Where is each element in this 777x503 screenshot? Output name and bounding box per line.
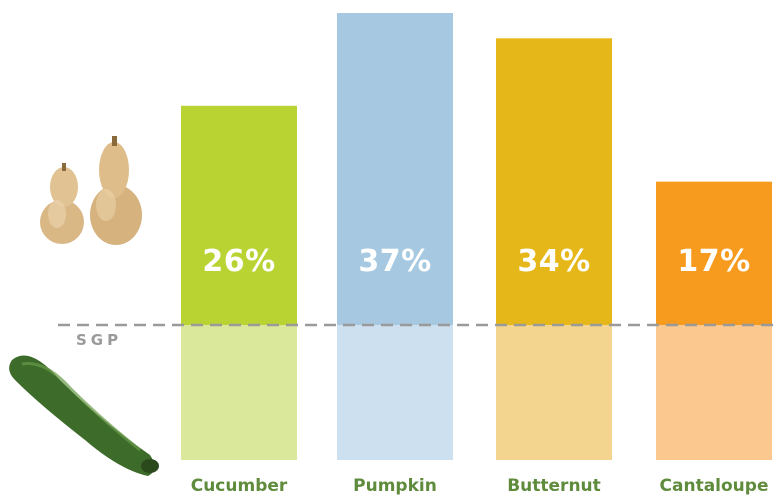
cucumber-image xyxy=(9,356,159,477)
bar-base-cucumber xyxy=(181,325,297,460)
category-label-butternut: Butternut xyxy=(476,476,632,496)
category-label-cucumber: Cucumber xyxy=(161,476,317,496)
category-label-pumpkin: Pumpkin xyxy=(317,476,473,496)
value-label-butternut: 34% xyxy=(496,247,612,277)
bar-butternut xyxy=(496,38,612,325)
reference-line-label: SGP xyxy=(76,331,146,349)
bar-base-cantaloupe xyxy=(656,325,772,460)
category-label-cantaloupe: Cantaloupe xyxy=(636,476,777,496)
butternut-squash-image xyxy=(40,136,142,245)
bar-base-pumpkin xyxy=(337,325,453,460)
bar-base-butternut xyxy=(496,325,612,460)
value-label-cucumber: 26% xyxy=(181,247,297,277)
value-label-cantaloupe: 17% xyxy=(656,247,772,277)
bar-cucumber xyxy=(181,106,297,325)
value-label-pumpkin: 37% xyxy=(337,247,453,277)
